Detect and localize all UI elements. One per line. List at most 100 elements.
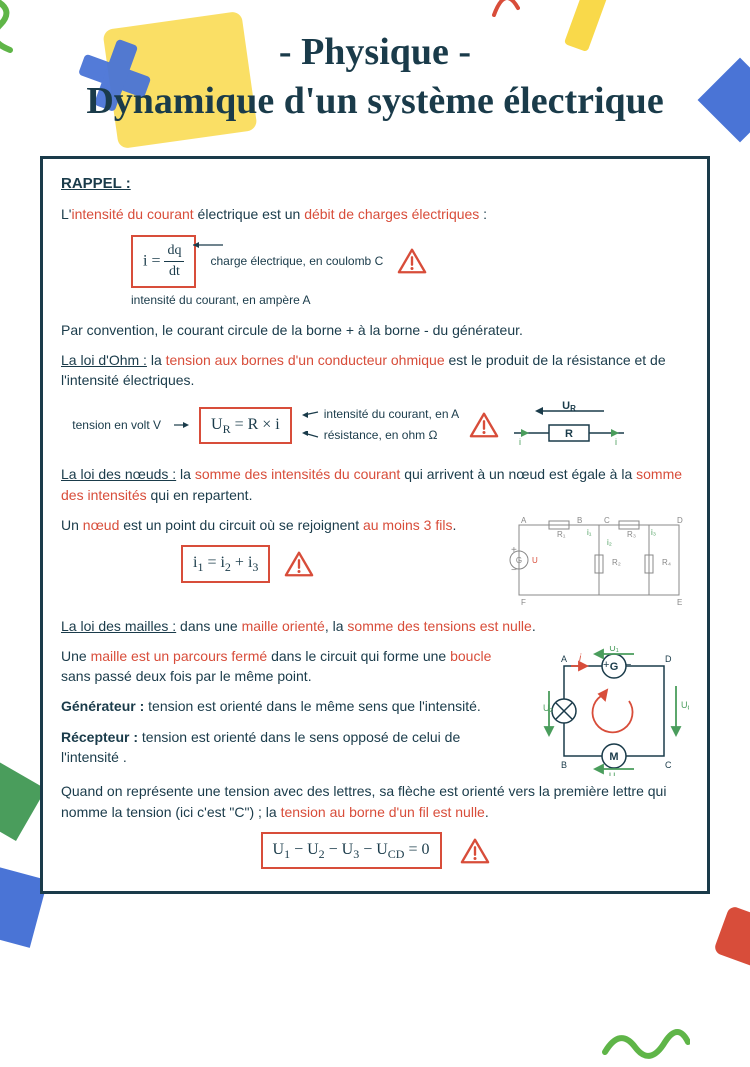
t: boucle <box>450 648 491 664</box>
t: + i <box>231 554 252 571</box>
svg-text:−: − <box>511 565 517 576</box>
t: tension est orienté dans le même sens qu… <box>144 698 481 714</box>
t: est un point du circuit où se rejoignent <box>119 517 363 533</box>
convention-line: Par convention, le courant circule de la… <box>61 320 689 340</box>
t: La loi d'Ohm : <box>61 352 147 368</box>
svg-text:U: U <box>532 556 538 565</box>
warning-icon <box>460 837 490 865</box>
svg-text:R₂: R₂ <box>612 558 621 567</box>
formula-4-row: U1 − U2 − U3 − UCD = 0 <box>61 832 689 870</box>
svg-text:i₁: i₁ <box>587 528 592 537</box>
noeuds-block: Un nœud est un point du circuit où se re… <box>61 515 689 616</box>
warning-icon <box>469 411 499 439</box>
t: 3 <box>252 561 258 575</box>
svg-text:U₁: U₁ <box>609 646 619 653</box>
t: la <box>147 352 166 368</box>
ohm-line: La loi d'Ohm : la tension aux bornes d'u… <box>61 350 689 391</box>
t: = i <box>203 554 224 571</box>
t: au moins 3 fils <box>363 517 452 533</box>
t: qui en repartent. <box>147 487 253 503</box>
formula-kirchhoff-voltage: U1 − U2 − U3 − UCD = 0 <box>261 832 442 870</box>
diagram-loop: G M A D B C +− U₁ U₂ U₃ <box>539 646 689 782</box>
t: i = <box>143 252 164 269</box>
arrow-icon <box>302 410 320 420</box>
t: dt <box>164 262 184 282</box>
t: − U <box>290 841 319 858</box>
t: , la <box>325 618 348 634</box>
t: = R × i <box>231 416 280 433</box>
t: débit de charges électriques <box>304 206 479 222</box>
fleche-line: Quand on représente une tension avec des… <box>61 781 689 822</box>
diagram-circuit-nodes: G A B C D E F R₁ R₂ R₃ R₄ i₁ i₂ i₃ <box>499 515 689 616</box>
page-header: - Physique - Dynamique d'un système élec… <box>0 0 750 146</box>
maille-def: Une maille est un parcours fermé dans le… <box>61 646 521 687</box>
svg-text:M: M <box>609 751 618 763</box>
svg-text:C: C <box>665 760 672 770</box>
t: électrique est un <box>194 206 305 222</box>
svg-text:U₃: U₃ <box>609 771 619 776</box>
mailles-block: Une maille est un parcours fermé dans le… <box>61 646 689 782</box>
noeud-def: Un nœud est un point du circuit où se re… <box>61 515 481 535</box>
svg-text:i: i <box>615 437 617 447</box>
t: Récepteur : <box>61 729 138 745</box>
t: maille est un parcours fermé <box>91 648 268 664</box>
t: nœud <box>83 517 120 533</box>
svg-text:A: A <box>561 654 567 664</box>
t: sans passé deux fois par le même point. <box>61 668 312 684</box>
svg-text:R₄: R₄ <box>662 558 671 567</box>
t: . <box>452 517 456 533</box>
t: Générateur : <box>61 698 144 714</box>
t: tension aux bornes d'un conducteur ohmiq… <box>166 352 445 368</box>
svg-text:U₂: U₂ <box>543 703 553 713</box>
arrow-icon <box>302 431 320 441</box>
t: somme des intensités du courant <box>195 466 400 482</box>
section-title: RAPPEL : <box>61 173 689 195</box>
diagram-resistor: UR R i i <box>509 400 629 450</box>
t: qui arrivent à un nœud est égale à la <box>400 466 636 482</box>
annotation-intensite: intensité du courant, en ampère A <box>131 292 689 309</box>
svg-text:G: G <box>516 556 522 565</box>
svg-text:B: B <box>577 516 582 525</box>
mailles-line: La loi des mailles : dans une maille ori… <box>61 616 689 636</box>
t: Une <box>61 648 91 664</box>
t: U <box>211 416 223 433</box>
svg-text:i₃: i₃ <box>651 528 656 537</box>
annotation-resistance: résistance, en ohm Ω <box>324 427 438 444</box>
t: la <box>176 466 195 482</box>
generateur-line: Générateur : tension est orienté dans le… <box>61 696 521 716</box>
warning-icon <box>284 550 314 578</box>
t: somme des tensions est nulle <box>347 618 531 634</box>
deco-green-squiggle-br <box>600 1022 690 1067</box>
svg-text:B: B <box>561 760 567 770</box>
svg-text:i: i <box>519 437 521 447</box>
svg-text:UCD: UCD <box>681 700 689 712</box>
t: − U <box>359 841 388 858</box>
t: : <box>479 206 487 222</box>
formula-kirchhoff-current: i1 = i2 + i3 <box>181 545 270 583</box>
formula-1-row: i = dqdt charge électrique, en coulomb C <box>131 235 689 289</box>
annotation-intensite2: intensité du courant, en A <box>324 406 459 423</box>
t: . <box>485 804 489 820</box>
svg-text:+: + <box>511 545 517 556</box>
svg-text:A: A <box>521 516 527 525</box>
svg-text:R₁: R₁ <box>557 530 566 539</box>
arrow-annotations <box>193 239 243 284</box>
t: U <box>273 841 285 858</box>
content-box: RAPPEL : L'intensité du courant électriq… <box>40 156 710 895</box>
formula-3-row: i1 = i2 + i3 <box>181 545 481 583</box>
svg-text:D: D <box>677 516 683 525</box>
svg-text:E: E <box>677 598 682 607</box>
svg-text:F: F <box>521 598 526 607</box>
header-subject: - Physique - <box>40 30 710 74</box>
t: dans une <box>176 618 241 634</box>
svg-text:+: + <box>603 659 609 671</box>
svg-text:R: R <box>565 428 573 440</box>
t: . <box>532 618 536 634</box>
svg-text:G: G <box>610 661 619 673</box>
formula-current: i = dqdt <box>131 235 196 289</box>
svg-text:UR: UR <box>562 401 576 413</box>
svg-text:C: C <box>604 516 610 525</box>
t: maille orienté <box>242 618 325 634</box>
t: intensité du courant <box>71 206 193 222</box>
svg-text:D: D <box>665 654 672 664</box>
